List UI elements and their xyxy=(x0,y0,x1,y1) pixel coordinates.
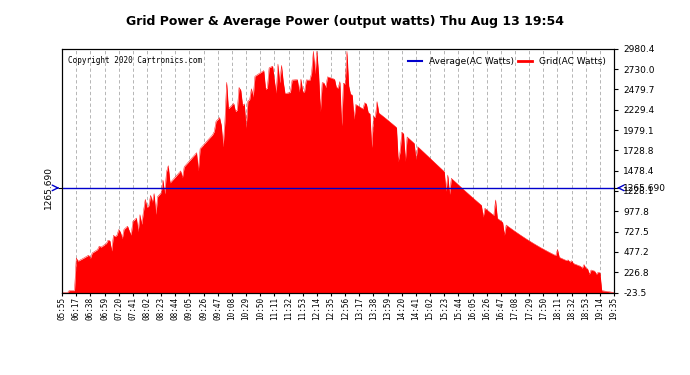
Text: Copyright 2020 Cartronics.com: Copyright 2020 Cartronics.com xyxy=(68,56,201,65)
Legend: Average(AC Watts), Grid(AC Watts): Average(AC Watts), Grid(AC Watts) xyxy=(404,53,609,69)
Text: Grid Power & Average Power (output watts) Thu Aug 13 19:54: Grid Power & Average Power (output watts… xyxy=(126,15,564,28)
